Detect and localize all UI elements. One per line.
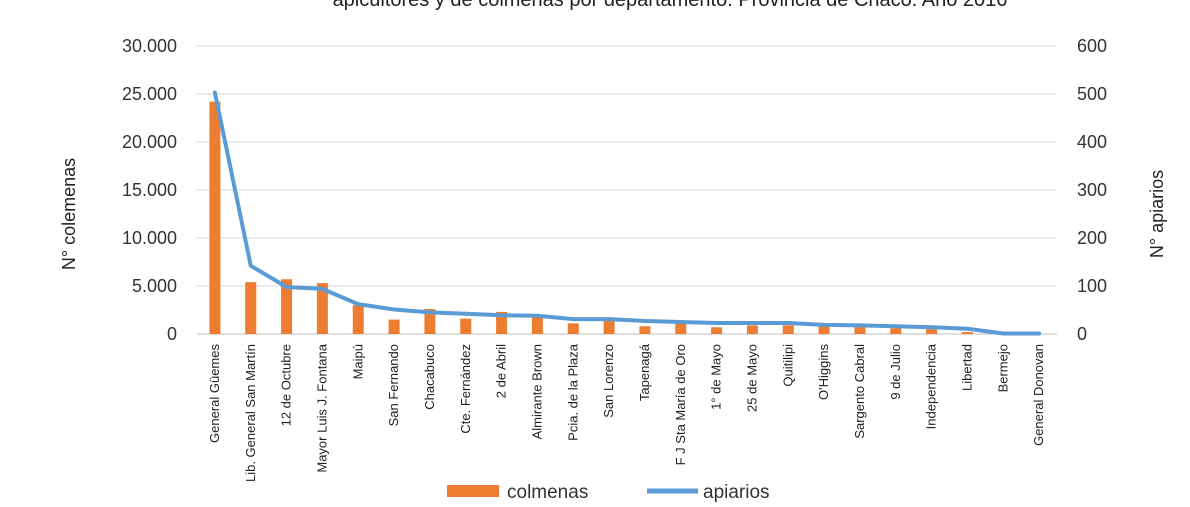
category-label: Mayor Luis J. Fontana <box>314 343 329 472</box>
y-tick-label: 0 <box>167 324 177 344</box>
bar-colmenas <box>818 326 830 334</box>
category-label: F J Sta María de Oro <box>673 344 688 465</box>
category-label: 1° de Mayo <box>709 344 724 410</box>
category-labels: General Güemes Lib. General San Martín 12 … <box>207 343 1046 482</box>
category-label: 12 de Octubre <box>279 344 294 426</box>
category-label: Tapenagá <box>637 343 652 401</box>
legend-colmenas-swatch <box>447 485 499 497</box>
left-axis-ticks: 0 5.000 10.000 15.000 20.000 25.000 30.000 <box>122 36 177 344</box>
bar-colmenas <box>316 283 328 334</box>
y-tick-label: 30.000 <box>122 36 177 56</box>
category-label: General Donovan <box>1031 344 1046 446</box>
bar-colmenas <box>352 305 364 334</box>
category-label: San Fernando <box>386 344 401 426</box>
category-label: Chacabuco <box>422 344 437 410</box>
bar-colmenas <box>567 323 579 334</box>
y2-tick-label: 200 <box>1077 228 1107 248</box>
bar-colmenas <box>890 328 902 334</box>
y-tick-label: 15.000 <box>122 180 177 200</box>
y2-tick-label: 400 <box>1077 132 1107 152</box>
bar-colmenas <box>675 323 687 334</box>
bar-colmenas <box>531 315 543 334</box>
category-label: General Güemes <box>207 344 222 443</box>
gridlines <box>197 45 1057 335</box>
category-label: Maipú <box>350 344 365 379</box>
bar-colmenas <box>854 327 866 334</box>
category-label: Quitilipi <box>780 344 795 387</box>
chart-title: apicultores y de colmenas por departamen… <box>333 0 1008 11</box>
category-label: San Lorenzo <box>601 344 616 418</box>
bar-colmenas <box>639 326 651 334</box>
bar-colmenas <box>782 325 794 334</box>
legend: colmenas apiarios <box>447 482 770 503</box>
y-axis-title: N° colemenas <box>59 158 79 270</box>
bar-colmenas <box>496 311 508 334</box>
bar-colmenas <box>209 101 221 335</box>
bar-colmenas <box>711 327 723 334</box>
category-label: Bermejo <box>995 344 1010 392</box>
y2-tick-label: 500 <box>1077 84 1107 104</box>
category-label: Lib. General San Martín <box>243 344 258 482</box>
bar-colmenas <box>961 332 973 334</box>
bar-colmenas <box>746 325 758 334</box>
category-label: 25 de Mayo <box>744 344 759 412</box>
legend-colmenas-label: colmenas <box>507 482 588 503</box>
colmenas-bars <box>209 101 973 335</box>
y-tick-label: 10.000 <box>122 228 177 248</box>
y-tick-label: 25.000 <box>122 84 177 104</box>
bar-colmenas <box>245 282 257 334</box>
category-label: 2 de Abril <box>494 344 509 398</box>
line-apiarios <box>212 90 1042 336</box>
bar-colmenas <box>926 329 938 334</box>
bar-colmenas <box>281 279 293 334</box>
y2-tick-label: 100 <box>1077 276 1107 296</box>
bar-colmenas <box>460 318 472 334</box>
category-label: Pcia. de la Plaza <box>565 343 580 441</box>
category-label: Sargento Cabral <box>852 344 867 439</box>
category-label: Almirante Brown <box>529 344 544 439</box>
legend-apiarios-label: apiarios <box>703 482 770 503</box>
category-label: Libertad <box>959 344 974 391</box>
y2-tick-label: 0 <box>1077 324 1087 344</box>
bar-colmenas <box>424 309 436 334</box>
category-label: 9 de Julio <box>888 344 903 400</box>
y2-tick-label: 300 <box>1077 180 1107 200</box>
category-label: Cte. Fernández <box>458 344 473 434</box>
y2-tick-label: 600 <box>1077 36 1107 56</box>
category-label: Independencia <box>924 343 939 429</box>
bar-colmenas <box>388 319 400 334</box>
bar-colmenas <box>603 320 615 334</box>
y-tick-label: 20.000 <box>122 132 177 152</box>
category-label: O'Higgins <box>816 344 831 400</box>
y-tick-label: 5.000 <box>132 276 177 296</box>
y2-axis-title: N° apiarios <box>1147 170 1167 258</box>
apiarios-line-group <box>212 90 1042 336</box>
right-axis-ticks: 0 100 200 300 400 500 600 <box>1077 36 1107 344</box>
